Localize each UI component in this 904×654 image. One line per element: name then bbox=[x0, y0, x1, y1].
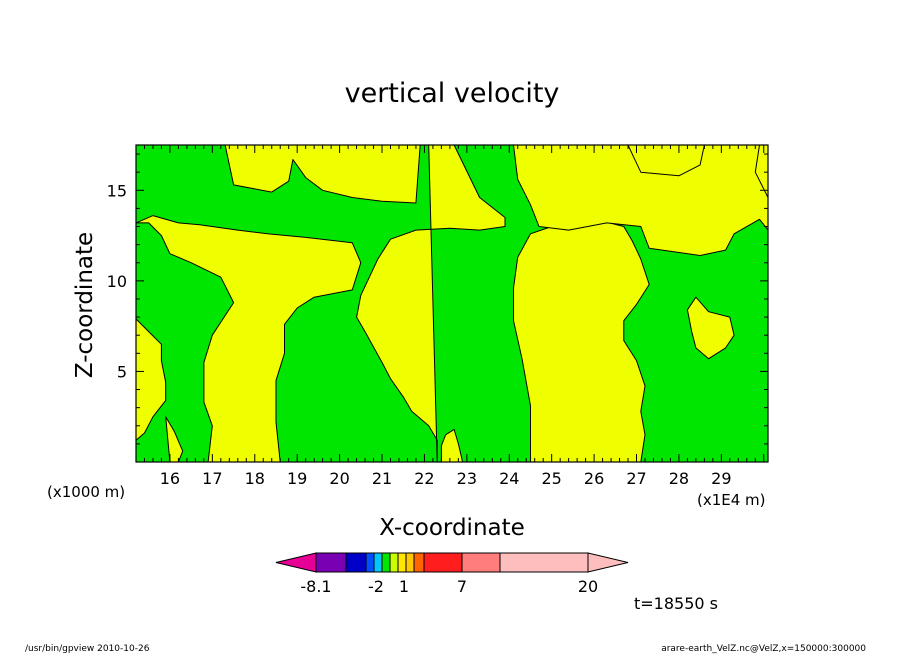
y-axis-ticks: 5 10 15 bbox=[107, 153, 768, 445]
y-tick-label: 5 bbox=[117, 362, 127, 381]
colorbar-segment bbox=[405, 552, 415, 573]
x-tick-label: 20 bbox=[329, 469, 349, 488]
colorbar-segment bbox=[461, 552, 501, 573]
colorbar-segment bbox=[315, 552, 347, 573]
colorbar-label: 7 bbox=[457, 577, 467, 596]
colorbar-segment bbox=[373, 552, 383, 573]
x-axis-ticks: 16 17 18 19 20 21 22 23 24 25 26 27 28 29 bbox=[135, 145, 765, 488]
colorbar-label: 20 bbox=[578, 577, 598, 596]
contour-regions bbox=[135, 144, 769, 463]
x-tick-label: 24 bbox=[499, 469, 519, 488]
x-tick-label: 25 bbox=[541, 469, 561, 488]
colorbar-segment bbox=[499, 552, 589, 573]
x-unit-left: (x1000 m) bbox=[47, 483, 125, 501]
plot-area: 16 17 18 19 20 21 22 23 24 25 26 27 28 29 5 10 15 bbox=[107, 144, 769, 488]
y-tick-label: 10 bbox=[107, 272, 127, 291]
x-tick-label: 19 bbox=[287, 469, 307, 488]
x-tick-label: 26 bbox=[584, 469, 604, 488]
footer-right: arare-earth_VelZ.nc@VelZ,x=150000:300000 bbox=[661, 644, 866, 654]
contour-region-3 bbox=[135, 144, 362, 463]
footer-left: /usr/bin/gpview 2010-10-26 bbox=[25, 644, 150, 654]
x-axis-label: X-coordinate bbox=[379, 515, 525, 541]
colorbar-label: -2 bbox=[368, 577, 384, 596]
x-tick-label: 17 bbox=[202, 469, 222, 488]
chart-title: vertical velocity bbox=[345, 78, 560, 109]
x-tick-label: 21 bbox=[372, 469, 392, 488]
contour-region-1 bbox=[203, 144, 421, 204]
x-unit-right: (x1E4 m) bbox=[697, 491, 766, 509]
colorbar-segment bbox=[413, 552, 425, 573]
x-tick-label: 18 bbox=[245, 469, 265, 488]
colorbar-segment bbox=[365, 552, 375, 573]
time-label: t=18550 s bbox=[634, 594, 718, 613]
plot-frame bbox=[135, 144, 769, 463]
colorbar-segment bbox=[381, 552, 391, 573]
colorbar-segment bbox=[345, 552, 367, 573]
colorbar: -8.1 -2 1 7 20 bbox=[275, 552, 629, 596]
contour-region-2 bbox=[356, 144, 506, 463]
colorbar-segment bbox=[423, 552, 463, 573]
colorbar-label: 1 bbox=[399, 577, 409, 596]
contour-region-7 bbox=[686, 296, 735, 360]
contour-region-11 bbox=[165, 416, 184, 463]
x-tick-label: 27 bbox=[626, 469, 646, 488]
contour-region-4 bbox=[513, 220, 650, 463]
y-axis-label: Z-coordinate bbox=[72, 232, 98, 378]
x-tick-label: 22 bbox=[414, 469, 434, 488]
colorbar-arrow-left bbox=[275, 552, 317, 573]
colorbar-segment bbox=[397, 552, 407, 573]
x-tick-label: 28 bbox=[669, 469, 689, 488]
colorbar-segment bbox=[389, 552, 399, 573]
colorbar-arrow-right bbox=[587, 552, 629, 573]
x-tick-label: 29 bbox=[711, 469, 731, 488]
x-tick-label: 16 bbox=[160, 469, 180, 488]
y-tick-label: 15 bbox=[107, 181, 127, 200]
colorbar-label: -8.1 bbox=[300, 577, 331, 596]
contour-region-8 bbox=[135, 318, 167, 441]
x-tick-label: 23 bbox=[457, 469, 477, 488]
